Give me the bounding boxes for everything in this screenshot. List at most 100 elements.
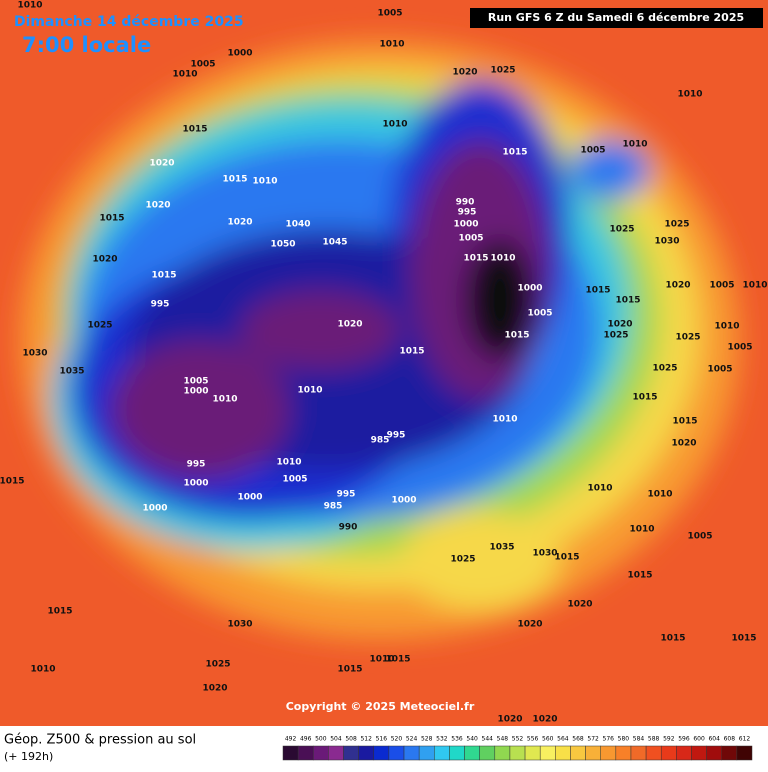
isobar-label: 1000 <box>227 49 252 59</box>
isobar-label: 1015 <box>385 655 410 665</box>
legend-swatch <box>736 745 753 761</box>
legend-swatch <box>494 745 511 761</box>
isobar-label: 1015 <box>463 254 488 264</box>
legend-label: 520 <box>391 736 403 743</box>
isobar-label: 995 <box>151 300 170 310</box>
isobar-label: 1025 <box>675 333 700 343</box>
isobar-label: 1005 <box>727 343 752 353</box>
isobar-label: 1015 <box>660 634 685 644</box>
isobar-label: 1015 <box>337 665 362 675</box>
legend-swatch <box>358 745 375 761</box>
legend-swatch <box>464 745 480 761</box>
legend-label: 544 <box>482 736 494 743</box>
isobar-label: 1015 <box>615 296 640 306</box>
legend-label: 576 <box>603 736 615 743</box>
legend-swatch <box>630 745 647 761</box>
isobar-label: 1010 <box>297 386 322 396</box>
isobar-label: 1005 <box>190 60 215 70</box>
isobar-label: 1025 <box>652 364 677 374</box>
legend-label: 532 <box>436 736 448 743</box>
legend-swatch <box>645 745 662 761</box>
legend-label: 528 <box>421 736 433 743</box>
legend-label: 516 <box>376 736 388 743</box>
isobar-label: 1015 <box>672 417 697 427</box>
footer-title: Géop. Z500 & pression au sol <box>4 733 196 748</box>
legend-label: 508 <box>345 736 357 743</box>
legend-swatch <box>615 745 632 761</box>
isobar-label: 1010 <box>490 254 515 264</box>
isobar-label: 1030 <box>227 620 252 630</box>
legend-label: 588 <box>648 736 660 743</box>
legend-label: 512 <box>360 736 372 743</box>
legend-label: 596 <box>678 736 690 743</box>
isobar-label: 995 <box>458 208 477 218</box>
isobar-label: 1005 <box>458 234 483 244</box>
isobar-label: 995 <box>187 460 206 470</box>
isobar-label: 1020 <box>92 255 117 265</box>
isobar-label: 1020 <box>532 715 557 725</box>
isobar-label: 1025 <box>450 555 475 565</box>
isobar-label: 1015 <box>731 634 756 644</box>
legend-swatch <box>676 745 692 761</box>
legend-swatch <box>721 745 738 761</box>
isobar-label: 1035 <box>59 367 84 377</box>
isobar-label: 1005 <box>709 281 734 291</box>
isobar-label: 1010 <box>212 395 237 405</box>
isobar-label: 1000 <box>237 493 262 503</box>
color-legend: 492 496 500 504 508 512 516 520 524 528 532 536 540 5… <box>282 736 753 761</box>
legend-swatch <box>585 745 601 761</box>
isobar-label: 1010 <box>369 655 394 665</box>
isobar-label: 1020 <box>671 439 696 449</box>
isobar-label: 1015 <box>585 286 610 296</box>
isobar-label: 1005 <box>282 475 307 485</box>
legend-swatch <box>509 745 526 761</box>
isobar-label: 1045 <box>322 238 347 248</box>
legend-swatch <box>660 745 677 761</box>
legend-swatch <box>297 745 314 761</box>
legend-label: 500 <box>315 736 327 743</box>
isobar-label: 1010 <box>622 140 647 150</box>
isobar-label: 1025 <box>664 220 689 230</box>
isobar-label: 1010 <box>379 40 404 50</box>
legend-label: 540 <box>466 736 478 743</box>
legend-swatch <box>282 745 299 761</box>
isobar-label: 1000 <box>183 387 208 397</box>
legend-label: 612 <box>739 736 751 743</box>
legend-swatch <box>418 745 435 761</box>
legend-swatch <box>313 745 329 761</box>
legend-swatch <box>328 745 344 761</box>
legend-label: 496 <box>300 736 312 743</box>
isobar-label: 1020 <box>497 715 522 725</box>
isobar-label: 990 <box>339 523 358 533</box>
isobar-label: 1020 <box>665 281 690 291</box>
isobar-label: 1040 <box>285 220 310 230</box>
isobar-label: 990 <box>456 198 475 208</box>
isobar-label: 1025 <box>87 321 112 331</box>
isobar-label: 1010 <box>172 70 197 80</box>
isobar-label: 1010 <box>629 525 654 535</box>
isobar-label: 1020 <box>607 320 632 330</box>
legend-label: 608 <box>724 736 736 743</box>
legend-swatch <box>706 745 722 761</box>
isobar-label: 1015 <box>502 148 527 158</box>
isobar-label: 1010 <box>742 281 767 291</box>
isobar-label: 1020 <box>452 68 477 78</box>
isobar-label: 1005 <box>687 532 712 542</box>
legend-label: 536 <box>451 736 463 743</box>
isobar-label: 1020 <box>227 218 252 228</box>
isobar-label: 1015 <box>627 571 652 581</box>
copyright: Copyright © 2025 Meteociel.fr <box>286 700 475 713</box>
isobar-label: 1030 <box>22 349 47 359</box>
isobar-label: 1020 <box>149 159 174 169</box>
legend-swatch <box>539 745 556 761</box>
isobar-label: 1005 <box>527 309 552 319</box>
isobar-label: 1015 <box>632 393 657 403</box>
isobar-label: 1010 <box>647 490 672 500</box>
legend-label: 504 <box>330 736 342 743</box>
isobar-label: 1010 <box>677 90 702 100</box>
isobar-label: 1005 <box>580 146 605 156</box>
legend-swatch <box>434 745 450 761</box>
isobar-label: 1015 <box>47 607 72 617</box>
isobar-label: 1005 <box>377 9 402 19</box>
